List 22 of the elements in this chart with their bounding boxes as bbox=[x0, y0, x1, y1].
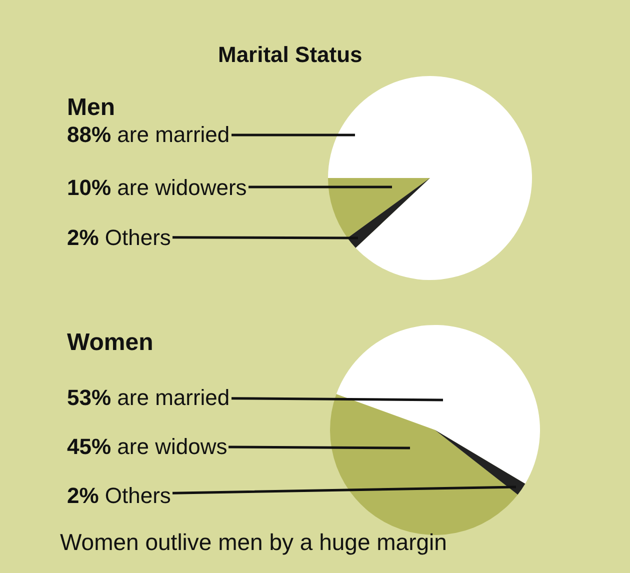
data-label: 88% bbox=[67, 122, 112, 147]
pie-slice bbox=[347, 178, 430, 248]
pie-slice bbox=[435, 430, 526, 495]
slice-label: Others bbox=[104, 225, 171, 250]
data-label: 10% bbox=[67, 175, 112, 200]
data-label: 45% bbox=[67, 434, 112, 459]
text: Women outlive men by a huge margin bbox=[60, 529, 447, 555]
data-label: 53% bbox=[67, 385, 112, 410]
slice-label: are married bbox=[117, 385, 230, 410]
text: Men bbox=[67, 94, 115, 121]
pie-slice bbox=[328, 178, 430, 238]
pie-slice bbox=[336, 325, 540, 484]
chart-subtitle: Women bbox=[67, 329, 154, 356]
slice-label: are married bbox=[117, 122, 230, 147]
data-label: 2% bbox=[67, 483, 99, 508]
chart-title: Marital Status bbox=[218, 42, 362, 67]
pie-slice bbox=[328, 76, 532, 280]
slice-label: are widows bbox=[117, 434, 228, 459]
slice-label: Others bbox=[104, 483, 171, 508]
slice-label: are widowers bbox=[117, 175, 247, 200]
pie-slice bbox=[330, 394, 518, 535]
data-label: 2% bbox=[67, 225, 99, 250]
